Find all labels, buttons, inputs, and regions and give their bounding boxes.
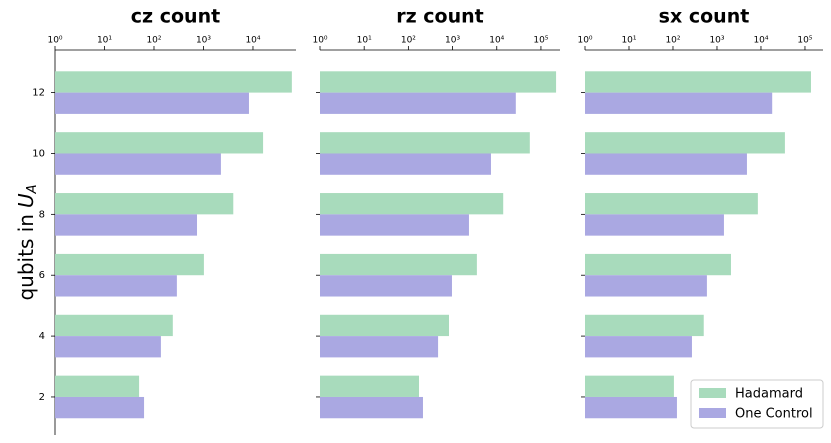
y-tick-label: 10 xyxy=(32,148,45,159)
bar xyxy=(55,375,140,397)
y-axis-label-math: U xyxy=(14,193,38,208)
legend-label: One Control xyxy=(735,407,813,422)
x-tick-label: 10⁰ xyxy=(47,36,62,46)
bar xyxy=(585,193,758,215)
bar xyxy=(320,396,423,419)
x-tick-label: 10¹ xyxy=(621,36,636,46)
panel-title: sx count xyxy=(659,6,750,28)
bar xyxy=(320,253,477,276)
bar xyxy=(320,92,516,114)
x-tick-label: 10⁴ xyxy=(489,36,504,46)
bar xyxy=(320,336,439,358)
x-tick-label: 10³ xyxy=(709,36,724,46)
bar xyxy=(585,132,785,154)
bar xyxy=(585,253,731,276)
legend-swatch xyxy=(699,388,726,398)
legend-label: Hadamard xyxy=(735,387,803,402)
bar xyxy=(55,132,264,154)
y-axis-label-text: qubits in xyxy=(14,214,38,300)
x-tick-label: 10² xyxy=(665,36,680,46)
bar xyxy=(320,153,491,175)
bar xyxy=(585,314,704,337)
bar xyxy=(585,214,724,236)
panel-title: rz count xyxy=(396,6,484,28)
bar xyxy=(585,336,692,358)
bar xyxy=(55,153,221,175)
bar xyxy=(320,314,449,337)
x-tick-label: 10¹ xyxy=(357,36,372,46)
x-tick-label: 10⁴ xyxy=(753,36,768,46)
bar xyxy=(585,92,773,114)
x-tick-label: 10³ xyxy=(445,36,460,46)
bar xyxy=(585,153,747,175)
bar xyxy=(55,71,292,93)
x-tick-label: 10³ xyxy=(196,36,211,46)
bar xyxy=(320,193,504,215)
y-axis-label-sub: A xyxy=(25,184,40,194)
x-tick-label: 10⁴ xyxy=(245,36,260,46)
y-tick-label: 6 xyxy=(39,270,45,281)
bar xyxy=(55,396,145,419)
x-tick-label: 10⁵ xyxy=(533,36,548,46)
bar xyxy=(585,375,674,397)
y-tick-label: 2 xyxy=(39,392,45,403)
bar xyxy=(55,336,161,358)
legend-swatch xyxy=(699,408,726,418)
y-axis-label: qubits in UA xyxy=(14,184,40,300)
bar xyxy=(55,253,204,276)
x-tick-label: 10² xyxy=(401,36,416,46)
bar xyxy=(585,275,707,297)
bar xyxy=(320,71,557,93)
x-tick-label: 10¹ xyxy=(97,36,112,46)
bar xyxy=(320,375,420,397)
bar xyxy=(585,71,811,93)
x-tick-label: 10⁰ xyxy=(312,36,327,46)
y-tick-label: 4 xyxy=(39,331,45,342)
x-tick-label: 10⁰ xyxy=(577,36,592,46)
y-tick-label: 12 xyxy=(32,88,45,99)
bar xyxy=(55,314,173,337)
bar xyxy=(55,193,234,215)
panel-title: cz count xyxy=(131,6,220,28)
x-tick-label: 10² xyxy=(146,36,161,46)
bar xyxy=(55,275,177,297)
bar xyxy=(585,396,677,419)
bar xyxy=(320,214,469,236)
bar xyxy=(55,92,249,114)
x-tick-label: 10⁵ xyxy=(797,36,812,46)
bar xyxy=(55,214,198,236)
bar xyxy=(320,132,530,154)
bar xyxy=(320,275,452,297)
y-tick-label: 8 xyxy=(39,209,45,220)
